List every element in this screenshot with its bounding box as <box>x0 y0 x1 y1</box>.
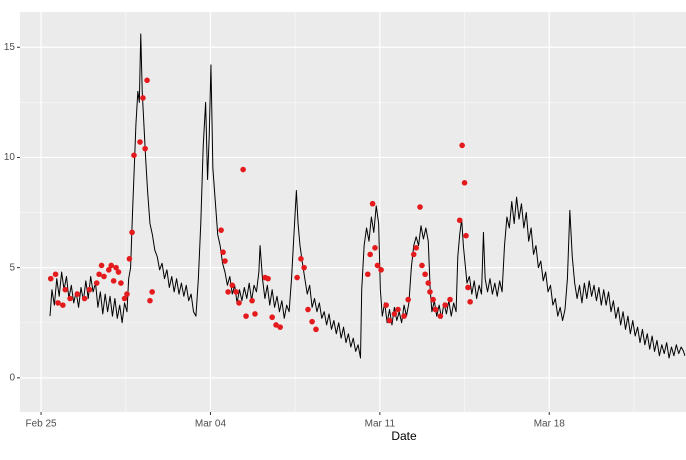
y-tick-label: 15 <box>4 42 16 53</box>
data-point <box>298 256 304 262</box>
data-point <box>369 200 376 207</box>
data-point <box>459 142 465 149</box>
data-point <box>55 300 61 306</box>
data-point <box>225 289 231 295</box>
data-point <box>101 273 107 280</box>
data-point <box>144 77 150 84</box>
data-point <box>108 262 115 269</box>
data-point <box>98 262 105 269</box>
data-point <box>301 264 307 271</box>
x-tick-label: Mar 11 <box>365 419 396 430</box>
data-point <box>447 296 453 303</box>
data-point <box>461 179 468 186</box>
data-point <box>93 280 100 286</box>
data-point <box>305 306 311 313</box>
panel-background <box>20 12 686 412</box>
data-point <box>115 269 122 275</box>
data-point <box>113 264 119 271</box>
data-point <box>378 267 384 273</box>
data-point <box>81 295 88 302</box>
data-point <box>463 232 469 239</box>
data-point <box>413 245 419 251</box>
data-point <box>126 256 133 262</box>
data-point <box>430 296 436 303</box>
data-point <box>240 166 246 173</box>
data-point <box>309 318 315 325</box>
data-point <box>137 139 143 145</box>
data-point <box>425 280 432 286</box>
data-point <box>269 314 275 321</box>
data-point <box>465 284 471 291</box>
data-point <box>220 249 226 256</box>
data-point <box>442 302 449 308</box>
data-point <box>121 295 128 302</box>
data-point <box>96 271 102 278</box>
data-point <box>233 289 239 295</box>
data-point <box>386 317 393 324</box>
x-axis-title: Date <box>391 429 417 443</box>
data-point <box>405 296 411 303</box>
y-tick-label: 10 <box>4 152 16 163</box>
data-point <box>142 145 148 152</box>
data-point <box>249 297 255 304</box>
y-tick-label: 5 <box>9 262 15 273</box>
data-point <box>67 295 73 302</box>
data-point <box>273 322 279 328</box>
data-point <box>367 251 373 258</box>
data-point <box>372 245 378 251</box>
data-point <box>131 152 137 159</box>
data-point <box>401 313 407 319</box>
data-point <box>417 204 423 210</box>
data-point <box>410 251 417 258</box>
data-point <box>395 306 401 313</box>
x-tick-label: Mar 04 <box>195 419 227 430</box>
data-point <box>218 227 224 233</box>
data-point <box>118 280 124 286</box>
data-point <box>432 306 439 313</box>
data-point <box>252 311 258 317</box>
data-point <box>467 299 473 305</box>
data-point <box>383 302 389 308</box>
x-tick-label: Feb 25 <box>25 419 57 430</box>
data-point <box>106 267 112 273</box>
grid <box>20 12 686 412</box>
x-tick-label: Mar 18 <box>534 419 566 430</box>
data-point <box>419 262 425 269</box>
data-point <box>229 282 236 289</box>
data-point <box>86 286 93 293</box>
data-point <box>427 289 433 295</box>
data-point <box>364 271 371 278</box>
data-point <box>243 313 249 319</box>
data-point <box>391 311 398 317</box>
data-point <box>147 297 153 304</box>
data-point <box>422 271 428 278</box>
data-point <box>437 313 444 319</box>
data-point <box>129 229 135 236</box>
data-point <box>52 271 59 278</box>
data-point <box>277 324 283 330</box>
data-point <box>60 302 66 308</box>
y-tick-label: 0 <box>9 372 15 383</box>
data-line <box>49 33 686 359</box>
data-point <box>124 291 130 297</box>
data-point <box>374 262 381 269</box>
data-point <box>149 289 155 295</box>
data-point <box>47 275 54 282</box>
marks <box>47 33 686 359</box>
data-point <box>110 278 117 284</box>
data-point <box>313 326 319 333</box>
data-point <box>222 258 228 264</box>
data-point <box>456 217 463 224</box>
data-point <box>265 275 271 282</box>
data-point <box>62 286 69 293</box>
data-point <box>294 274 300 281</box>
data-point <box>74 291 81 297</box>
data-point <box>236 300 242 306</box>
axes: 0 5 10 15 Feb 25 Mar 04 Mar 11 Mar 18 <box>4 42 565 430</box>
data-point <box>140 95 146 101</box>
